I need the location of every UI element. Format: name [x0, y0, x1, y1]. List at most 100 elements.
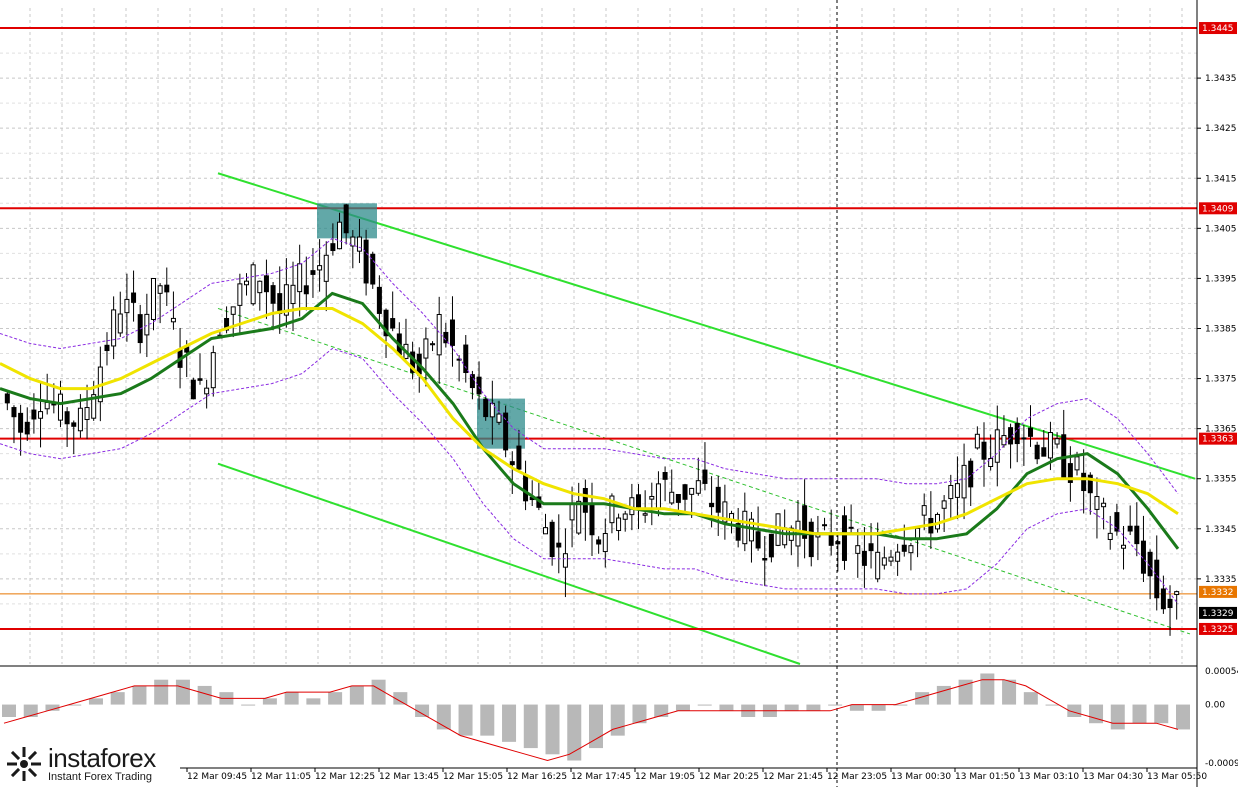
candle-body	[921, 505, 927, 516]
price-tick-label: 1.3345	[1205, 525, 1237, 535]
histogram-bar	[697, 704, 712, 706]
histogram-bar	[545, 704, 560, 755]
time-tick-label: 12 Mar 12:25	[315, 772, 375, 782]
candle-body	[609, 495, 615, 524]
candle-body	[343, 204, 349, 234]
candle-body	[496, 413, 502, 423]
candle-body	[1101, 502, 1107, 508]
price-marker-bg	[1199, 606, 1237, 619]
candle-body	[1160, 588, 1166, 610]
histogram-bar	[262, 698, 277, 705]
candle-body	[602, 533, 608, 553]
candle-body	[981, 441, 987, 460]
histogram-bar	[610, 704, 625, 736]
candle-body	[895, 551, 901, 562]
candle-body	[775, 513, 781, 546]
candle-body	[542, 527, 548, 535]
candle-body	[383, 309, 389, 337]
time-tick-label: 12 Mar 15:05	[443, 772, 503, 782]
histogram-bar	[719, 704, 734, 711]
candle-body	[509, 461, 515, 466]
candle-body	[596, 539, 602, 545]
candle-body	[84, 407, 90, 421]
candle-body	[556, 542, 562, 548]
logo-mark-icon	[7, 747, 41, 781]
candle-body	[954, 483, 960, 498]
candle-body	[636, 494, 642, 508]
candle-body	[423, 338, 429, 359]
time-axis-labels: 12 Mar 09:45 12 Mar 11:05 12 Mar 12:25 12 M…	[186, 768, 1207, 782]
candle-body	[390, 318, 396, 329]
candle-body	[901, 544, 907, 552]
oscillator-tick-label: 0.00054	[1205, 667, 1238, 677]
candle-body	[469, 374, 475, 389]
level-label-bg	[1199, 432, 1237, 445]
candle-body	[263, 275, 269, 293]
level-label: 1.3409	[1202, 204, 1234, 214]
candle-body	[1174, 591, 1180, 596]
histogram-bar	[241, 704, 256, 706]
fast-ma-line	[0, 291, 1180, 550]
time-tick-label: 13 Mar 01:50	[955, 772, 1015, 782]
candle-body	[1054, 438, 1060, 445]
histogram-bar	[306, 698, 321, 705]
candle-body	[250, 264, 256, 305]
price-marker-label: 1.3329	[1202, 609, 1234, 619]
candle-body	[722, 501, 728, 523]
candle-body	[237, 283, 243, 306]
histogram-bar	[2, 704, 16, 717]
candle-body	[709, 502, 715, 508]
candle-body	[1074, 456, 1080, 471]
price-marker-label: 1.3332	[1202, 588, 1234, 598]
slow-ma-line	[0, 307, 1179, 536]
candle-body	[941, 500, 947, 509]
candle-body	[356, 236, 362, 252]
candle-body	[669, 491, 675, 504]
histogram-bar	[1089, 704, 1104, 724]
candle-body	[768, 533, 774, 558]
time-tick-label: 13 Mar 03:10	[1019, 772, 1079, 782]
histogram-bar	[893, 704, 908, 706]
candle-body	[1121, 544, 1127, 549]
candle-body	[283, 284, 289, 316]
candle-body	[124, 298, 130, 314]
candle-body	[297, 263, 303, 293]
time-tick-label: 12 Mar 09:45	[187, 772, 247, 782]
candle-body	[197, 378, 203, 381]
histogram-bar	[567, 704, 582, 761]
candle-body	[1094, 496, 1100, 510]
candle-body	[682, 484, 688, 500]
candle-body	[317, 265, 323, 271]
candle-body	[270, 285, 276, 304]
histogram-bar	[1023, 692, 1038, 705]
candle-body	[649, 495, 655, 500]
candle-body	[861, 550, 867, 566]
candle-body	[616, 517, 622, 532]
candle-body	[210, 352, 216, 389]
envelope-lower-line	[0, 347, 1179, 605]
candle-body	[131, 292, 137, 303]
time-tick-label: 12 Mar 21:45	[763, 772, 823, 782]
candle-body	[71, 422, 77, 427]
candle-body	[961, 464, 967, 499]
histogram-bar	[284, 692, 299, 705]
oscillator-panel: 0.00054 0.00 -0.00094	[2, 667, 1238, 769]
candle-body	[1154, 559, 1160, 599]
channel-lower-line	[217, 462, 801, 665]
histogram-bar	[632, 704, 647, 724]
candle-body	[57, 393, 63, 421]
histogram-bar	[45, 704, 60, 711]
price-marker-bg	[1199, 585, 1237, 598]
candle-body	[675, 494, 681, 503]
candle-body	[91, 394, 97, 419]
candle-body	[443, 331, 449, 344]
candle-body	[875, 551, 881, 580]
histogram-bar	[1045, 704, 1060, 706]
level-label-bg	[1199, 622, 1237, 635]
candle-body	[190, 379, 196, 400]
histogram-bar	[132, 685, 147, 705]
candle-body	[881, 557, 887, 566]
candle-body	[715, 486, 721, 513]
candle-body	[888, 556, 894, 562]
candle-body	[1047, 432, 1053, 459]
